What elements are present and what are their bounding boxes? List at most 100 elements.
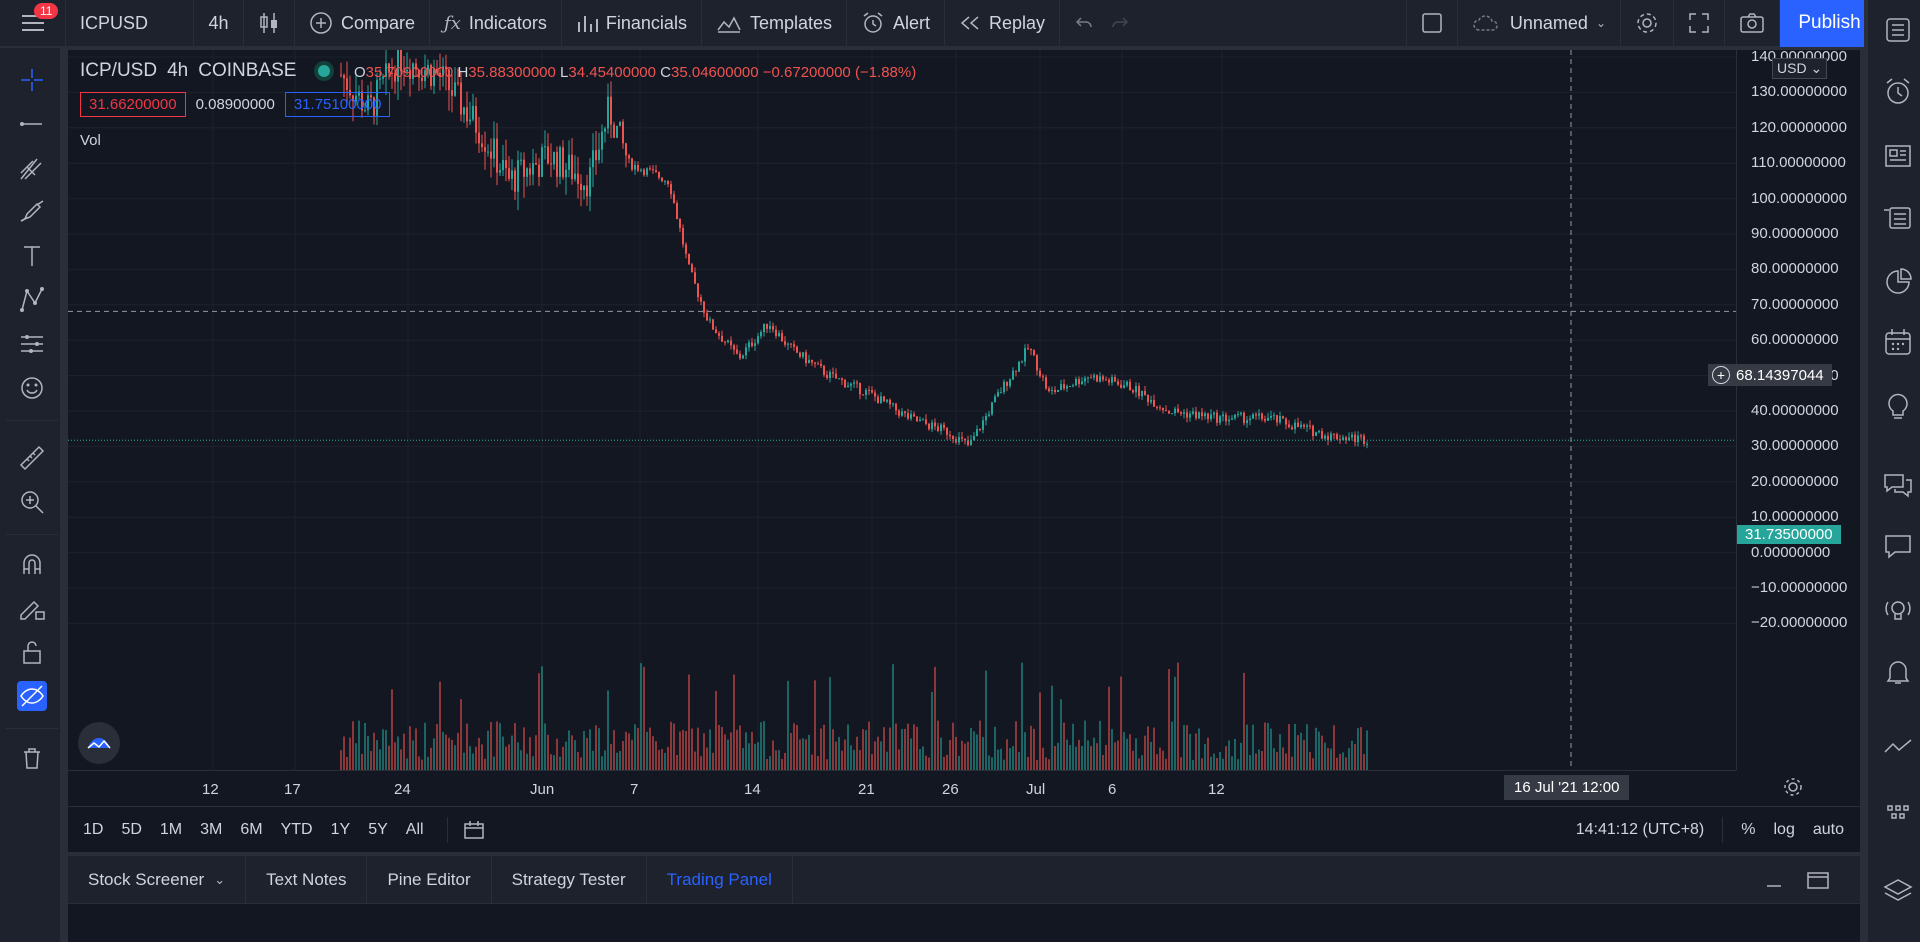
templates-button[interactable]: Templates — [702, 0, 847, 47]
sell-price-button[interactable]: 31.66200000 — [80, 92, 186, 117]
eye-hidden-icon — [17, 681, 47, 711]
symbol-search-button[interactable]: ICPUSD — [66, 0, 194, 47]
tab-pine-editor[interactable]: Pine Editor — [367, 855, 492, 904]
tab-strategy-tester[interactable]: Strategy Tester — [492, 855, 647, 904]
text-tool[interactable] — [0, 236, 64, 276]
chats-button[interactable] — [1872, 464, 1920, 508]
add-plus-icon[interactable]: + — [1712, 366, 1730, 384]
chart-pane[interactable]: ICP/USD 4h COINBASE O35.70900000 H35.883… — [68, 48, 1860, 852]
goto-date-icon[interactable] — [462, 819, 486, 841]
candle-body — [703, 301, 705, 313]
range-button-5y[interactable]: 5Y — [368, 820, 388, 838]
watchlist-button[interactable] — [1872, 8, 1920, 52]
volume-bar — [847, 724, 849, 770]
replay-button[interactable]: Replay — [945, 0, 1061, 47]
range-button-1y[interactable]: 1Y — [330, 820, 351, 838]
indicators-button[interactable]: ƒx Indicators — [430, 0, 562, 47]
notifications-button[interactable] — [1872, 650, 1920, 694]
price-axis[interactable]: 140.00000000 130.00000000 120.00000000 110.… — [1736, 48, 1860, 770]
candle-body — [940, 424, 942, 432]
lock-drawings-tool[interactable] — [0, 632, 64, 672]
stay-drawing-tool[interactable] — [0, 588, 64, 628]
zoom-in-tool[interactable] — [0, 482, 64, 522]
tab-text-notes[interactable]: Text Notes — [246, 855, 368, 904]
range-button-all[interactable]: All — [405, 820, 424, 838]
ideas-button[interactable] — [1872, 384, 1920, 428]
measure-tool[interactable] — [0, 438, 64, 478]
fullscreen-button[interactable] — [1674, 0, 1725, 47]
log-toggle[interactable]: log — [1773, 820, 1795, 838]
candle-body — [499, 170, 501, 173]
hide-drawings-tool[interactable] — [0, 676, 64, 716]
candle-body — [1261, 413, 1263, 420]
redo-icon[interactable] — [1110, 14, 1130, 32]
time-tick-label: 12 — [202, 781, 219, 798]
volume-bar — [688, 674, 690, 770]
alerts-button[interactable] — [1872, 70, 1920, 114]
hotlists-button[interactable] — [1872, 260, 1920, 304]
candle-body — [424, 70, 426, 82]
crosshair-tool[interactable] — [0, 60, 64, 100]
legend-symbol[interactable]: ICP/USD — [80, 60, 158, 81]
volume-bar — [403, 733, 405, 770]
chart-settings-button[interactable] — [1621, 0, 1674, 47]
minimize-icon[interactable] — [1764, 870, 1784, 890]
news-button[interactable] — [1872, 134, 1920, 178]
streams-button[interactable] — [1872, 588, 1920, 632]
candle-body — [1210, 414, 1212, 420]
alert-button[interactable]: Alert — [847, 0, 946, 47]
remove-drawings-tool[interactable] — [0, 738, 64, 778]
snapshot-button[interactable] — [1725, 0, 1780, 47]
range-button-1m[interactable]: 1M — [159, 820, 183, 838]
volume-bar — [1222, 758, 1224, 770]
volume-bar — [1096, 743, 1098, 770]
pattern-tool[interactable] — [0, 280, 64, 320]
tab-stock-screener[interactable]: Stock Screener ⌄ — [68, 855, 247, 904]
volume-bar — [1075, 746, 1077, 770]
clock-label[interactable]: 14:41:12 (UTC+8) — [1575, 820, 1705, 838]
brush-tool[interactable] — [0, 192, 64, 232]
range-button-ytd[interactable]: YTD — [280, 820, 313, 838]
tab-trading-panel[interactable]: Trading Panel — [647, 855, 793, 904]
trading-button[interactable] — [1872, 726, 1920, 770]
time-axis[interactable]: 12 17 24 Jun 7 14 21 26 Jul 6 12 16 Jul '21 12:00 — [68, 770, 1736, 806]
icons-tool[interactable] — [0, 368, 64, 408]
range-button-5d[interactable]: 5D — [121, 820, 142, 838]
price-chart-canvas[interactable] — [68, 50, 1736, 770]
currency-select[interactable]: USD ⌄ — [1772, 58, 1828, 79]
undo-icon[interactable] — [1074, 14, 1094, 32]
pitchfork-tool[interactable] — [0, 148, 64, 188]
volume-bar — [1009, 748, 1011, 770]
bell-icon — [1886, 661, 1910, 684]
range-button-1d[interactable]: 1D — [83, 820, 104, 838]
data-window-button[interactable] — [1872, 196, 1920, 240]
trend-line-tool[interactable] — [0, 104, 64, 144]
volume-bar — [433, 738, 435, 770]
volume-bar — [760, 722, 762, 770]
layers-button[interactable] — [1872, 868, 1920, 912]
chart-type-button[interactable] — [244, 0, 295, 47]
prediction-tool[interactable] — [0, 324, 64, 364]
candle-body — [751, 342, 753, 346]
tradingview-logo-icon[interactable] — [78, 722, 120, 764]
calendar-button[interactable] — [1872, 320, 1920, 364]
private-chats-button[interactable] — [1872, 524, 1920, 568]
range-button-3m[interactable]: 3M — [200, 820, 223, 838]
auto-toggle[interactable]: auto — [1812, 820, 1844, 838]
percent-toggle[interactable]: % — [1741, 820, 1756, 838]
range-button-6m[interactable]: 6M — [240, 820, 263, 838]
compare-button[interactable]: Compare — [295, 0, 431, 47]
object-tree-button[interactable] — [1872, 788, 1920, 832]
axis-settings-icon[interactable] — [1782, 776, 1804, 798]
financials-button[interactable]: Financials — [562, 0, 702, 47]
magnet-tool[interactable] — [0, 544, 64, 584]
maximize-icon[interactable] — [1806, 870, 1830, 890]
publish-button[interactable]: Publish — [1780, 0, 1880, 47]
layout-name-button[interactable]: Unnamed ⌄ — [1458, 0, 1621, 47]
candle-body — [544, 146, 546, 148]
candle-body — [1225, 414, 1227, 422]
interval-button[interactable]: 4h — [194, 0, 244, 47]
select-layout-button[interactable] — [1405, 0, 1458, 47]
main-menu-button[interactable]: 11 — [0, 0, 66, 47]
buy-price-button[interactable]: 31.75100000 — [284, 92, 391, 117]
